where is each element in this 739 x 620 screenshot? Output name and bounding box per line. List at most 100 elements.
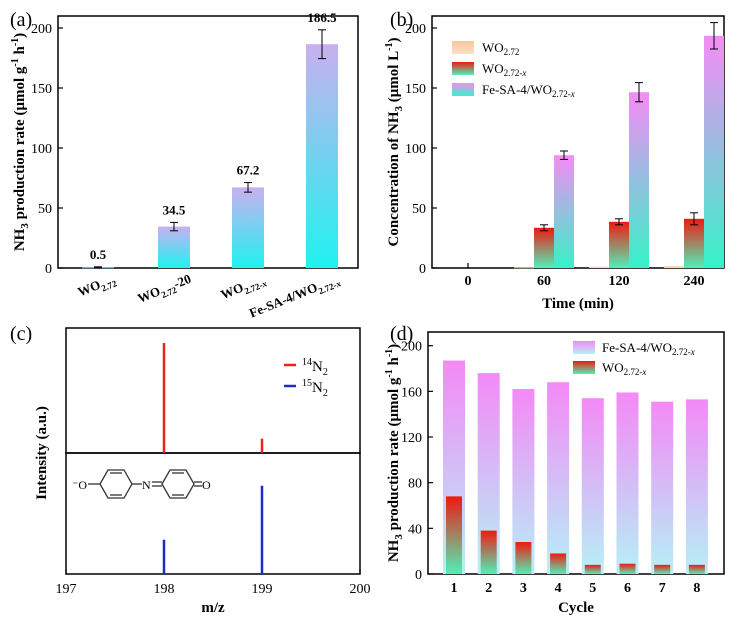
legend-label-wo272: WO2.72 <box>482 40 519 57</box>
panel-b-ytick-label: 50 <box>412 202 426 217</box>
legend-swatch-wo272x <box>452 62 474 75</box>
panel-d-ylabel: NH3 production rate (μmol g-1 h-1) <box>384 344 405 562</box>
panel-a-ylabel: NH3 production rate (μmol g-1 h-1) <box>10 33 31 251</box>
panel-a-ytick-label: 50 <box>38 202 52 217</box>
panel-a-bar-2 <box>232 187 264 268</box>
panel-a-ytick-label: 150 <box>31 82 52 97</box>
panel-d-xtick-label-6: 7 <box>659 581 666 596</box>
legend-swatch-wo272 <box>452 41 474 54</box>
panel-d-bar-fesa-4 <box>581 398 604 574</box>
panel-d: (d) 0 40 80 120 160 200 1 2 3 4 5 6 7 8 Cycle NH3 pro… <box>384 323 725 616</box>
panel-c-label: (c) <box>10 323 32 345</box>
panel-b-marks: 0 50 100 150 200 0 60 120 240 <box>405 22 724 289</box>
panel-b-label: (b) <box>390 9 413 31</box>
legend-label-fesa-d: Fe-SA-4/WO2.72-x <box>602 340 695 357</box>
panel-d-xtick-label-4: 5 <box>589 581 596 596</box>
panel-b-ytick-label: 200 <box>405 22 426 37</box>
panel-d-xtick-label-7: 8 <box>693 581 700 596</box>
panel-a-xtick-label-2: WO2.72-x <box>219 271 269 305</box>
panel-d-xtick-label-1: 2 <box>485 581 492 596</box>
panel-b-xtick-label-1: 60 <box>537 274 551 289</box>
panel-d-bar-fesa-2 <box>512 389 535 574</box>
legend-swatch-fesa-d <box>573 341 595 354</box>
panel-b-ylabel: Concentration of NH3 (μmol L-1) <box>384 37 405 246</box>
nitrogen-label: N <box>142 478 151 492</box>
panel-d-bar-fesa-3 <box>547 382 570 574</box>
panel-a-data-label-2: 67.2 <box>237 163 260 178</box>
panel-b-bar-s0-c1 <box>514 267 534 269</box>
legend-label-wo272x: WO2.72-x <box>482 61 526 78</box>
panel-d-label: (d) <box>390 323 413 345</box>
legend-label-fesa: Fe-SA-4/WO2.72-x <box>482 82 575 99</box>
panel-d-ytick-label: 0 <box>415 568 422 583</box>
panel-b-xlabel: Time (min) <box>542 296 614 312</box>
panel-b-bar-s2-c3 <box>704 35 724 268</box>
panel-c-xtick-label-0: 197 <box>56 582 77 597</box>
panel-d-bar-fesa-1 <box>477 373 500 574</box>
panel-b-ytick-label: 100 <box>405 142 426 157</box>
panel-b-bar-s2-c1 <box>554 155 574 268</box>
panel-d-bar-wo272x-3 <box>550 553 567 574</box>
panel-c-frame-bottom <box>65 452 361 575</box>
panel-d-ytick-label: 120 <box>401 431 422 446</box>
panel-b-bar-s1-c2 <box>609 221 629 268</box>
panel-c-ylabel: Intensity (a.u.) <box>34 406 50 500</box>
panel-d-ytick-label: 40 <box>408 522 422 537</box>
panel-a-data-label-3: 186.5 <box>307 10 337 25</box>
panel-d-marks: 0 40 80 120 160 200 1 2 3 4 5 6 7 8 <box>401 340 708 596</box>
panel-b-xtick-label-0: 0 <box>465 274 472 289</box>
panel-d-ytick-label: 80 <box>408 477 422 492</box>
panel-d-xtick-label-5: 6 <box>624 581 631 596</box>
panel-b-xtick-label-2: 120 <box>609 274 630 289</box>
panel-a-ytick-label: 0 <box>45 262 52 277</box>
panel-a-xtick-label-1: WO2.72-20 <box>135 271 194 309</box>
legend-label-15n2: 15N2 <box>302 378 328 399</box>
panel-d-bar-wo272x-1 <box>480 530 497 574</box>
panel-b-ytick-label: 150 <box>405 82 426 97</box>
panel-d-bar-fesa-7 <box>685 399 708 574</box>
panel-a-bar-1 <box>158 226 190 268</box>
panel-d-bar-wo272x-2 <box>515 542 532 574</box>
panel-d-bar-fesa-6 <box>651 401 674 574</box>
panel-d-xtick-label-3: 4 <box>555 581 562 596</box>
panel-d-frame <box>427 331 725 575</box>
panel-a-data-label-0: 0.5 <box>90 247 107 262</box>
oxide-anion-label: ⁻O <box>72 478 87 492</box>
panel-d-xtick-label-2: 3 <box>520 581 527 596</box>
panel-d-bar-wo272x-7 <box>688 564 705 574</box>
panel-d-bar-fesa-5 <box>616 392 639 574</box>
panel-c-marks: 197 198 199 200 <box>56 343 371 597</box>
panel-d-bar-wo272x-6 <box>654 564 671 574</box>
legend-label-14n2: 14N2 <box>302 357 328 378</box>
panel-b-bar-s1-c1 <box>534 227 554 268</box>
panel-b-frame <box>431 15 725 269</box>
panel-d-xlabel: Cycle <box>558 600 594 616</box>
panel-d-ytick-label: 160 <box>401 385 422 400</box>
panel-d-bar-wo272x-4 <box>584 564 601 574</box>
panel-b-bar-s2-c2 <box>629 92 649 268</box>
panel-c-xlabel: m/z <box>201 600 225 616</box>
panel-b-bar-s0-c2 <box>589 266 609 268</box>
panel-a-bar-3 <box>306 44 338 269</box>
panel-d-legend: Fe-SA-4/WO2.72-x WO2.72-x <box>573 340 695 377</box>
legend-label-wo272x-d: WO2.72-x <box>602 360 646 377</box>
panel-b: (b) 0 50 100 150 200 0 60 120 240 Time (min) Con… <box>384 9 725 312</box>
panel-c: (c) 197 198 199 200 m/z Intensity (a.u.) 14… <box>10 323 371 616</box>
panel-a-marks: 0 50 100 150 200 0.5 WO2.72 34.5 WO2.72-20 67.2 WO… <box>31 10 343 321</box>
panel-c-xtick-label-3: 200 <box>350 582 371 597</box>
panel-b-xtick-label-3: 240 <box>684 274 705 289</box>
panel-d-bar-wo272x-5 <box>619 563 636 574</box>
panel-d-xtick-label-0: 1 <box>451 581 458 596</box>
panel-b-legend: WO2.72 WO2.72-x Fe-SA-4/WO2.72-x <box>452 40 575 99</box>
panel-a-ytick-label: 200 <box>31 22 52 37</box>
panel-b-bar-s1-c3 <box>684 218 704 268</box>
legend-swatch-wo272x-d <box>573 361 595 374</box>
indophenol-structure: ⁻O N O <box>72 469 211 499</box>
panel-a: (a) 0 50 100 150 200 0.5 WO2.72 34.5 WO2.72-20 67… <box>10 9 359 321</box>
panel-c-xtick-label-2: 199 <box>252 582 273 597</box>
legend-swatch-fesa <box>452 83 474 96</box>
panel-a-xtick-label-0: WO2.72 <box>75 271 118 302</box>
carbonyl-oxygen-label: O <box>202 478 211 492</box>
panel-d-ytick-label: 200 <box>401 340 422 355</box>
